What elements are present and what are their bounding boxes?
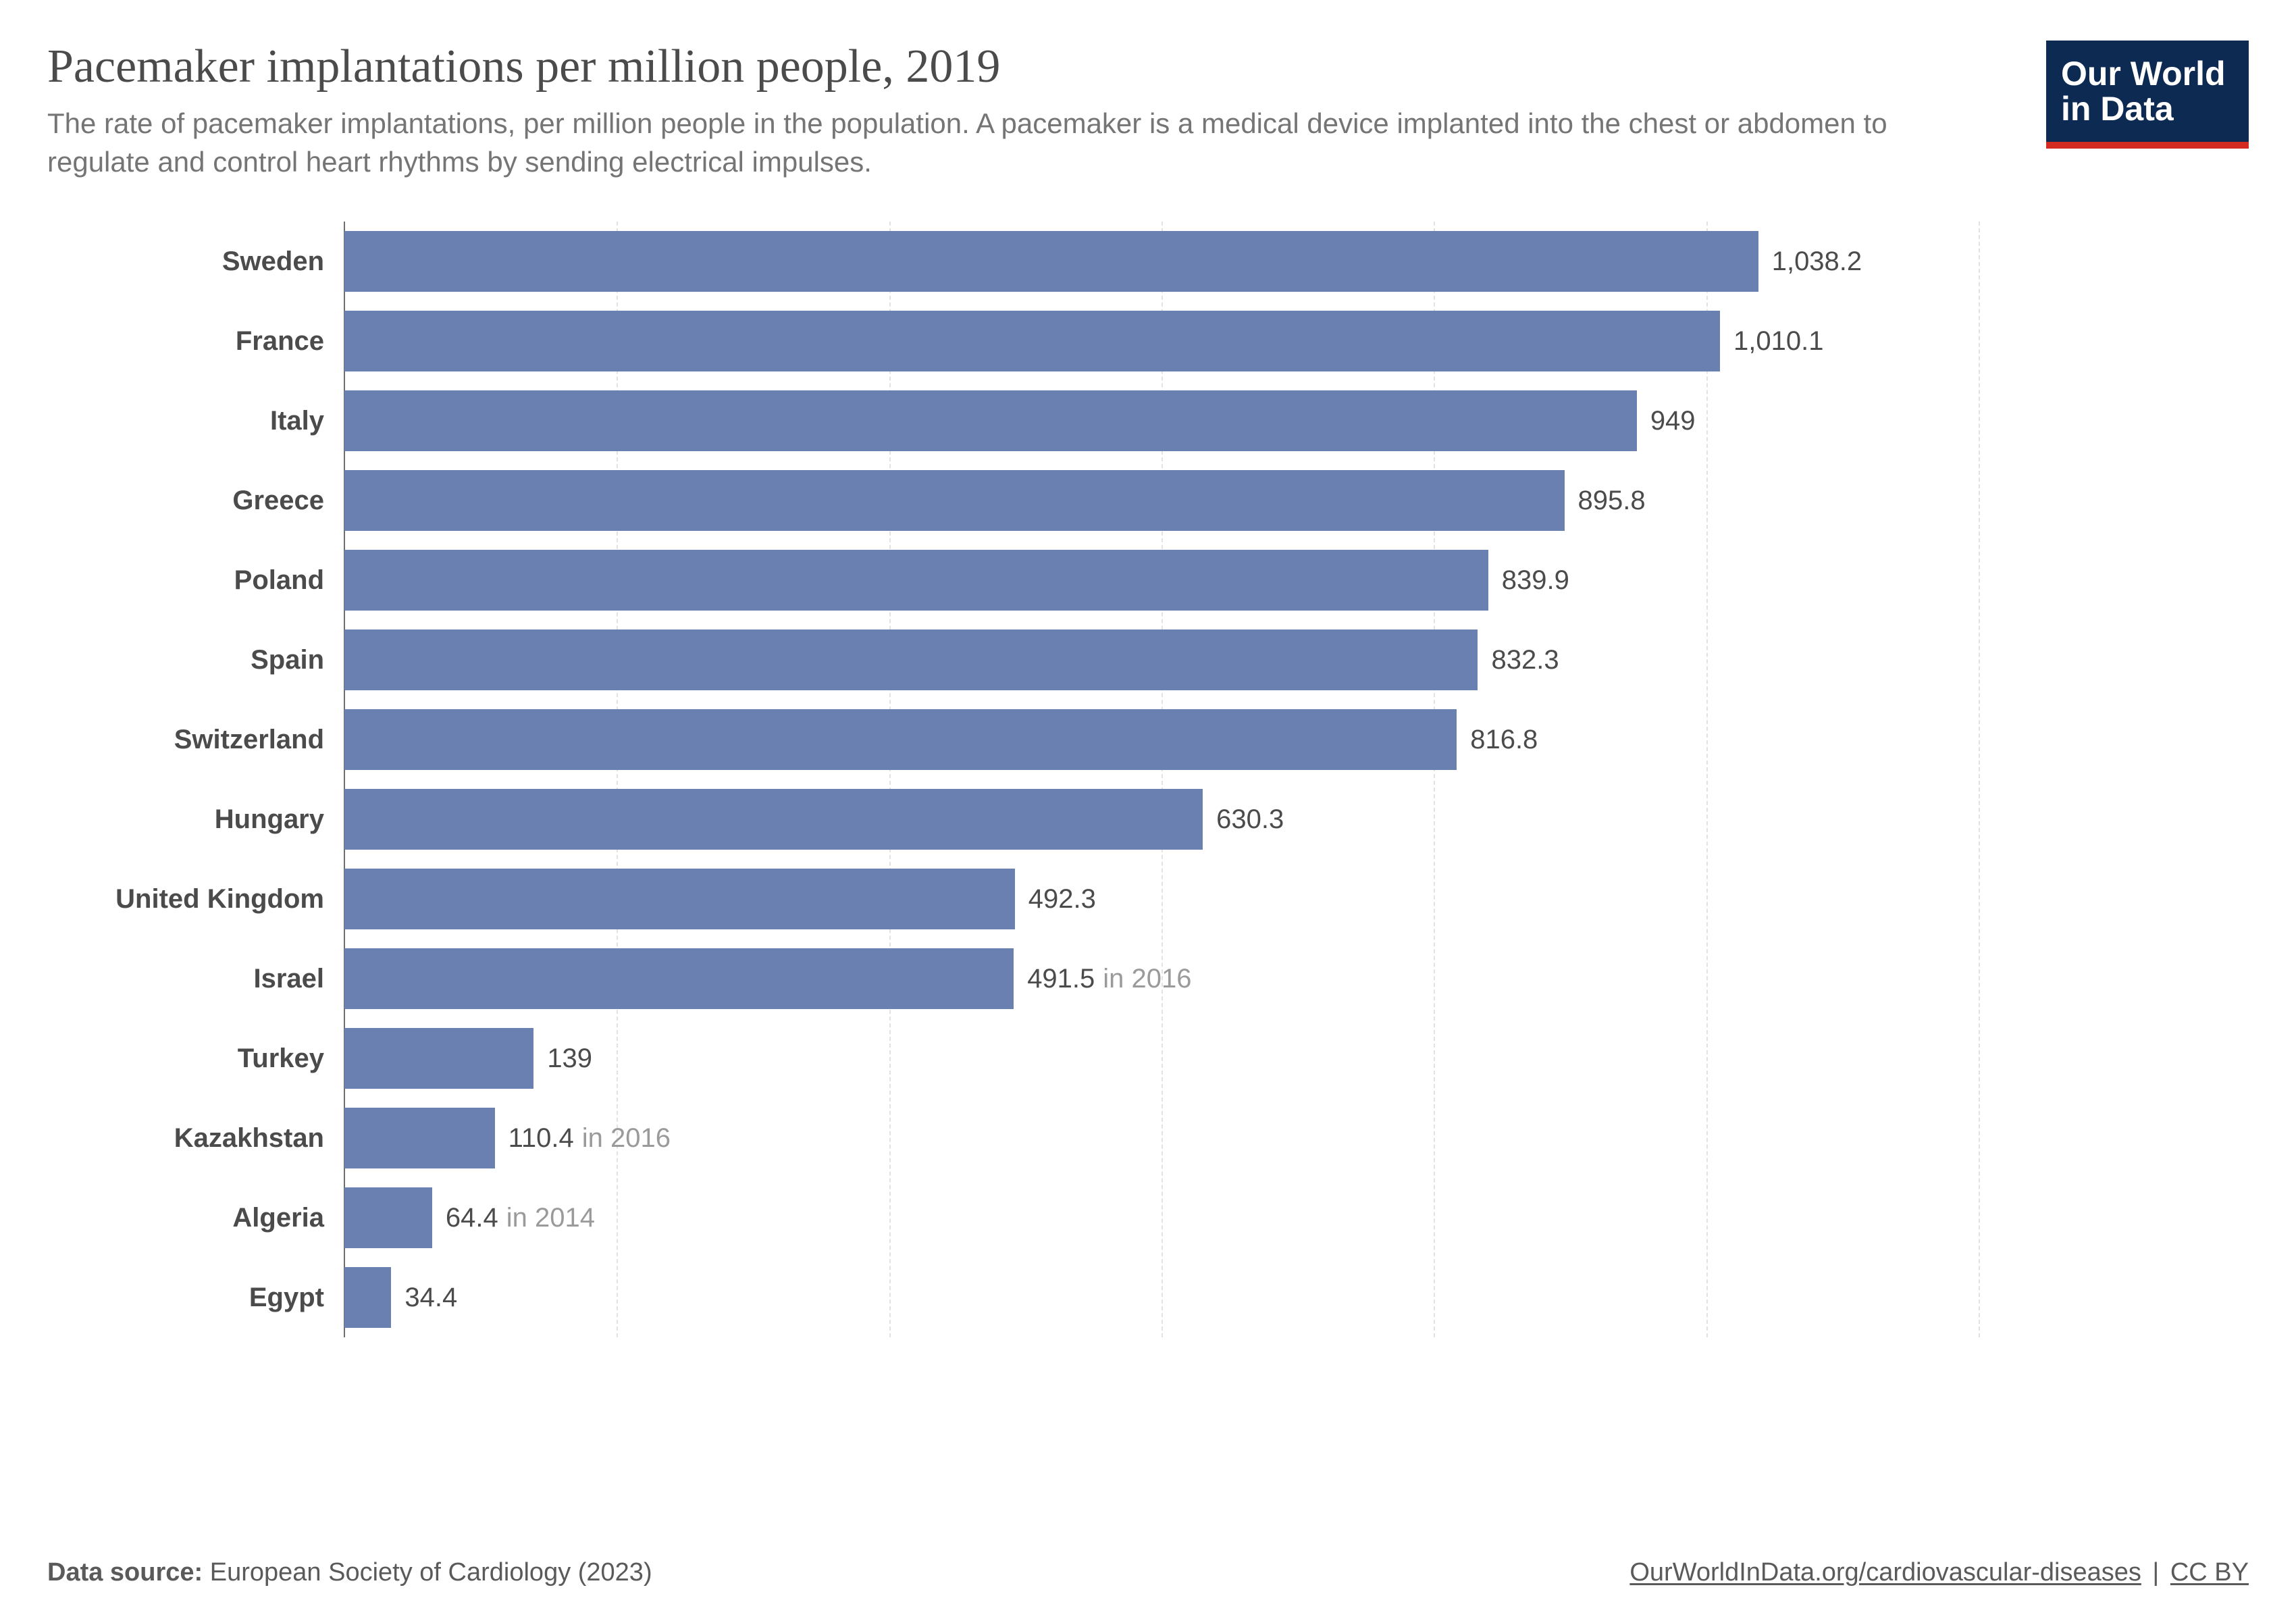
bar (344, 550, 1488, 611)
bar-chart: Sweden 1,038.2 France 1,010.1 Italy 949 Greece… (47, 222, 2249, 1337)
bar (344, 1267, 391, 1328)
bar-value: 34.4 (405, 1283, 457, 1313)
bar-value: 1,038.2 (1772, 247, 1862, 277)
bar-row: Poland 839.9 (47, 540, 2249, 620)
bar-cell: 110.4 in 2016 (344, 1098, 2249, 1178)
bar-row: Hungary 630.3 (47, 779, 2249, 859)
bar (344, 869, 1015, 929)
bar-row: Kazakhstan 110.4 in 2016 (47, 1098, 2249, 1178)
header-text: Pacemaker implantations per million peop… (47, 41, 1938, 181)
bar-cell: 895.8 (344, 461, 2249, 540)
bar-cell: 34.4 (344, 1258, 2249, 1337)
bar-value: 139 (547, 1044, 592, 1074)
bar-cell: 839.9 (344, 540, 2249, 620)
bar-value: 949 (1650, 406, 1696, 436)
bar-label: Italy (47, 406, 344, 436)
bar (344, 1108, 495, 1168)
bar-value: 832.3 (1491, 645, 1559, 675)
bar (344, 789, 1203, 850)
bar-row: Turkey 139 (47, 1019, 2249, 1098)
bar-label: Greece (47, 486, 344, 516)
bar-value-note: in 2016 (1103, 964, 1191, 994)
bar-cell: 630.3 (344, 779, 2249, 859)
data-source: Data source: European Society of Cardiol… (47, 1558, 652, 1587)
bar (344, 311, 1720, 371)
chart-footer: Data source: European Society of Cardiol… (47, 1558, 2249, 1587)
bar-row: Italy 949 (47, 381, 2249, 461)
bar-value: 491.5 (1027, 964, 1095, 994)
bar (344, 1187, 432, 1248)
bar-label: Hungary (47, 804, 344, 835)
bar-label: Poland (47, 565, 344, 596)
bar-value-note: in 2016 (582, 1123, 671, 1154)
bar-value: 839.9 (1502, 565, 1569, 596)
bar-label: Sweden (47, 247, 344, 277)
bar-value: 1,010.1 (1733, 326, 1823, 357)
bar (344, 1028, 533, 1089)
license-link[interactable]: CC BY (2170, 1558, 2249, 1587)
bar-row: Egypt 34.4 (47, 1258, 2249, 1337)
bar-cell: 492.3 (344, 859, 2249, 939)
bar-row: Israel 491.5 in 2016 (47, 939, 2249, 1019)
bar-cell: 832.3 (344, 620, 2249, 700)
bar-label: Israel (47, 964, 344, 994)
bar-cell: 949 (344, 381, 2249, 461)
bar-label: Spain (47, 645, 344, 675)
bar-value-note: in 2014 (506, 1203, 595, 1233)
owid-logo-line2: in Data (2061, 91, 2234, 127)
bar-cell: 1,038.2 (344, 222, 2249, 301)
footer-separator: | (2152, 1558, 2159, 1587)
page: Pacemaker implantations per million peop… (0, 0, 2296, 1621)
bar-value: 895.8 (1578, 486, 1646, 516)
bar-label: Turkey (47, 1044, 344, 1074)
bar-row: Greece 895.8 (47, 461, 2249, 540)
owid-logo-line1: Our World (2061, 56, 2234, 92)
bar (344, 231, 1758, 292)
bar (344, 629, 1478, 690)
bar-row: Switzerland 816.8 (47, 700, 2249, 779)
bar-label: United Kingdom (47, 884, 344, 915)
bar (344, 470, 1565, 531)
bar-value: 630.3 (1216, 804, 1284, 835)
bar-label: France (47, 326, 344, 357)
bar-value: 492.3 (1028, 884, 1096, 915)
bar-cell: 139 (344, 1019, 2249, 1098)
bar-row: France 1,010.1 (47, 301, 2249, 381)
chart-subtitle: The rate of pacemaker implantations, per… (47, 105, 1938, 181)
bar-cell: 64.4 in 2014 (344, 1178, 2249, 1258)
bar-value: 816.8 (1470, 725, 1538, 755)
bar-value: 110.4 (508, 1123, 574, 1154)
bar (344, 390, 1637, 451)
owid-logo: Our World in Data (2046, 41, 2249, 149)
bar-cell: 1,010.1 (344, 301, 2249, 381)
bar-cell: 491.5 in 2016 (344, 939, 2249, 1019)
bar-label: Kazakhstan (47, 1123, 344, 1154)
bar-label: Algeria (47, 1203, 344, 1233)
header: Pacemaker implantations per million peop… (47, 41, 2249, 181)
bar-row: Spain 832.3 (47, 620, 2249, 700)
bar (344, 948, 1014, 1009)
source-link[interactable]: OurWorldInData.org/cardiovascular-diseas… (1629, 1558, 2141, 1587)
chart-rows: Sweden 1,038.2 France 1,010.1 Italy 949 Greece… (47, 222, 2249, 1337)
bar (344, 709, 1457, 770)
bar-row: Algeria 64.4 in 2014 (47, 1178, 2249, 1258)
footer-links: OurWorldInData.org/cardiovascular-diseas… (1629, 1558, 2249, 1587)
bar-label: Switzerland (47, 725, 344, 755)
bar-row: United Kingdom 492.3 (47, 859, 2249, 939)
bar-value: 64.4 (446, 1203, 498, 1233)
bar-cell: 816.8 (344, 700, 2249, 779)
bar-row: Sweden 1,038.2 (47, 222, 2249, 301)
chart-title: Pacemaker implantations per million peop… (47, 41, 1938, 93)
bar-label: Egypt (47, 1283, 344, 1313)
data-source-prefix: Data source: (47, 1558, 203, 1587)
data-source-text: European Society of Cardiology (2023) (210, 1558, 652, 1587)
